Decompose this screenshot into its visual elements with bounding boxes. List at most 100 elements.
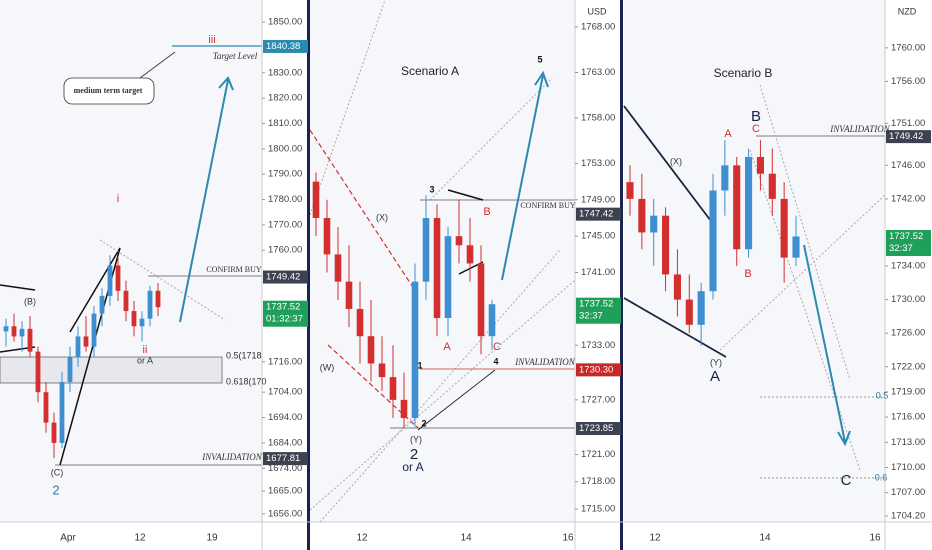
annotation: or A bbox=[137, 355, 153, 365]
annotation: INVALIDATION bbox=[829, 124, 890, 134]
y-tick-label: 1694.00 bbox=[268, 412, 302, 423]
candle-body bbox=[131, 311, 137, 327]
price-label-box bbox=[576, 207, 621, 221]
channel-line bbox=[327, 344, 419, 429]
annotation: B bbox=[744, 268, 751, 280]
y-tick-label: 1733.00 bbox=[581, 340, 615, 351]
zone bbox=[0, 356, 223, 384]
y-tick-label: 1710.00 bbox=[891, 462, 925, 473]
arrow bbox=[179, 79, 229, 323]
y-tick-label: 1745.00 bbox=[581, 231, 615, 242]
candle-body bbox=[83, 336, 89, 347]
x-tick-label: 12 bbox=[134, 533, 146, 544]
y-tick-label: 1730.00 bbox=[891, 294, 925, 305]
candle-body bbox=[662, 215, 670, 275]
candle-body bbox=[356, 308, 364, 337]
annotation: (C) bbox=[51, 467, 64, 477]
candle-body bbox=[51, 422, 57, 443]
price-label-box bbox=[576, 363, 621, 377]
y-tick-label: 1726.00 bbox=[891, 328, 925, 339]
candle-body bbox=[35, 351, 41, 393]
y-tick-label: 1850.00 bbox=[268, 17, 302, 28]
y-tick-label: 1770.00 bbox=[268, 219, 302, 230]
trend-line bbox=[69, 247, 121, 333]
candle-body bbox=[792, 236, 800, 258]
y-tick-label: 1722.00 bbox=[891, 361, 925, 372]
countdown: 01:32:37 bbox=[266, 314, 303, 325]
y-tick-label: 1810.00 bbox=[268, 118, 302, 129]
price-label: 1747.42 bbox=[579, 209, 613, 220]
guide-line bbox=[309, 279, 576, 511]
guide-line bbox=[759, 84, 851, 381]
price-label: 1749.42 bbox=[266, 272, 300, 283]
price-label: 1840.38 bbox=[266, 41, 300, 52]
candle-body bbox=[709, 190, 717, 292]
annotation: CONFIRM BUY bbox=[520, 201, 576, 210]
guide-line bbox=[99, 239, 226, 321]
price-label-box bbox=[263, 452, 308, 466]
price-label-box bbox=[886, 229, 931, 256]
candle-body bbox=[721, 165, 729, 191]
annotation: B bbox=[751, 108, 761, 125]
price-label: 1677.81 bbox=[266, 453, 300, 464]
guide-line bbox=[309, 0, 386, 216]
annotation: Scenario B bbox=[714, 66, 773, 80]
candle-body bbox=[400, 399, 408, 419]
guide-line bbox=[319, 249, 561, 523]
y-tick-label: 1713.00 bbox=[891, 437, 925, 448]
y-tick-label: 1684.00 bbox=[268, 437, 302, 448]
trend-line bbox=[447, 189, 484, 201]
y-tick-label: 1718.00 bbox=[581, 476, 615, 487]
candle-body bbox=[745, 156, 753, 250]
annotation: (B) bbox=[24, 296, 36, 306]
annotation: C bbox=[752, 123, 760, 135]
annotation: or A bbox=[402, 460, 423, 474]
annotation: 0.618(170 bbox=[226, 376, 267, 386]
y-tick-label: 1763.00 bbox=[581, 67, 615, 78]
price-label-box bbox=[263, 39, 308, 53]
annotation: C bbox=[841, 472, 852, 489]
candle-body bbox=[43, 392, 49, 423]
price-label: 1737.52 bbox=[889, 231, 923, 242]
countdown: 32:37 bbox=[889, 243, 913, 254]
arrow-head bbox=[534, 70, 549, 88]
annotation: (X) bbox=[670, 156, 682, 166]
price-label-box bbox=[886, 130, 931, 144]
annotation: 0.5(1718 bbox=[226, 350, 262, 360]
y-tick-label: 1674.00 bbox=[268, 463, 302, 474]
y-tick-label: 1780.00 bbox=[268, 194, 302, 205]
x-tick-label: 12 bbox=[649, 533, 661, 544]
candle-body bbox=[673, 274, 681, 300]
candle-body bbox=[626, 182, 634, 199]
y-tick-label: 1742.00 bbox=[891, 193, 925, 204]
y-tick-label: 1716.00 bbox=[268, 356, 302, 367]
annotation: CONFIRM BUY bbox=[206, 265, 262, 274]
guide-line bbox=[719, 194, 886, 351]
y-tick-label: 1768.00 bbox=[581, 22, 615, 33]
callout bbox=[63, 77, 155, 105]
x-tick-label: 12 bbox=[356, 533, 368, 544]
candle-body bbox=[411, 281, 419, 419]
y-tick-label: 1749.00 bbox=[581, 194, 615, 205]
candle-body bbox=[638, 198, 646, 233]
y-tick-label: 1716.00 bbox=[891, 412, 925, 423]
x-tick-label: Apr bbox=[60, 533, 76, 544]
y-tick-label: 1727.00 bbox=[581, 394, 615, 405]
annotation: (Y) bbox=[710, 357, 722, 367]
candle-body bbox=[107, 265, 113, 296]
candle-body bbox=[389, 377, 397, 400]
plot-area bbox=[310, 0, 575, 522]
annotation: A bbox=[710, 368, 720, 385]
annotation: 2 bbox=[410, 446, 418, 463]
annotation: A bbox=[724, 128, 732, 140]
y-tick-label: 1758.00 bbox=[581, 112, 615, 123]
x-tick-label: 14 bbox=[460, 533, 472, 544]
candle-body bbox=[345, 281, 353, 309]
x-tick-label: 16 bbox=[562, 533, 574, 544]
candle-body bbox=[312, 181, 320, 218]
annotation: i bbox=[117, 193, 119, 205]
candle-body bbox=[768, 173, 776, 199]
price-label: 1730.30 bbox=[579, 364, 613, 375]
x-tick-label: 16 bbox=[869, 533, 881, 544]
candle-body bbox=[27, 328, 33, 352]
